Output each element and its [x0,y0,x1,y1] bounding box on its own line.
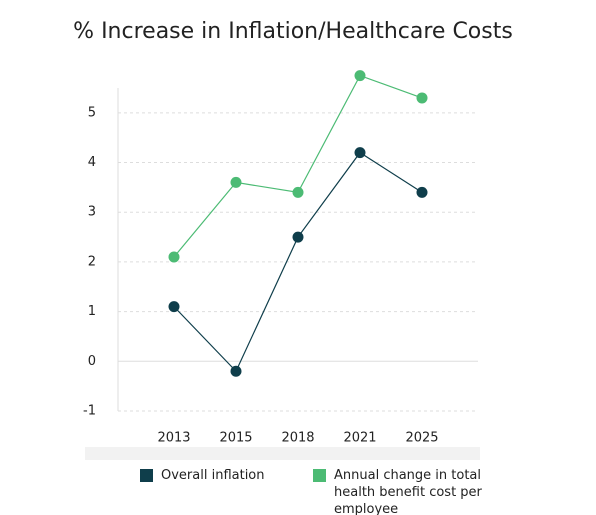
x-tick-label: 2018 [281,431,314,446]
data-point [416,186,428,198]
chart-title: % Increase in Inflation/Healthcare Costs [73,19,513,44]
data-point [230,176,242,188]
y-tick-label: -1 [83,404,96,419]
series-line [173,74,423,258]
data-point [230,365,242,377]
x-tick-label: 2015 [219,431,252,446]
axis-band [85,447,480,460]
chart: % Increase in Inflation/Healthcare Costs… [73,19,513,460]
legend-label: Annual change in total health benefit co… [334,468,482,515]
y-tick-label: 3 [88,205,96,220]
data-point [416,92,428,104]
data-point [292,231,304,243]
data-point [354,70,366,82]
legend-swatch [140,469,153,482]
y-tick-label: 4 [88,155,96,170]
x-tick-label: 2013 [157,431,190,446]
y-tick-label: 0 [88,354,96,369]
y-tick-label: 1 [88,304,96,319]
legend-swatch [313,469,326,482]
x-tick-label: 2025 [405,431,438,446]
x-tick-label: 2021 [343,431,376,446]
y-tick-label: 2 [88,254,96,269]
data-point [292,186,304,198]
legend-item: Annual change in total health benefit co… [313,467,503,515]
legend-label: Overall inflation [161,468,265,483]
data-point [168,301,180,313]
legend-item: Overall inflation [140,467,290,484]
data-point [168,251,180,263]
y-tick-label: 5 [88,105,96,120]
data-point [354,147,366,159]
